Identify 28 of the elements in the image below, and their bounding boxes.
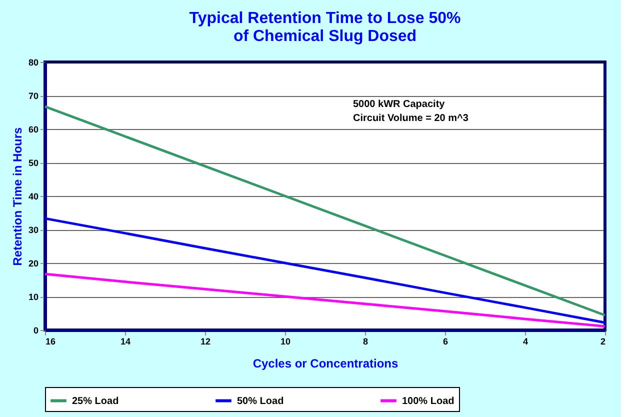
y-tick-label: 20 (28, 258, 38, 268)
x-tick-label: 10 (280, 336, 291, 346)
y-tick-label: 0 (33, 326, 38, 336)
x-tick-label: 16 (46, 336, 56, 346)
legend-label: 100% Load (402, 396, 454, 407)
x-tick-label: 6 (442, 336, 448, 346)
x-tick-label: 4 (522, 336, 528, 346)
x-axis-title: Cycles or Concentrations (252, 356, 399, 370)
annotation: 5000 kWR Capacity (353, 99, 446, 110)
x-tick-label: 14 (120, 336, 131, 346)
y-tick-label: 10 (28, 292, 38, 302)
legend-label: 50% Load (237, 396, 284, 407)
y-tick-label: 40 (28, 192, 38, 202)
x-tick-label: 8 (362, 336, 368, 346)
x-tick-label: 12 (200, 336, 211, 346)
line-series (44, 217, 606, 324)
line-series (44, 272, 606, 328)
text: of Chemical Slug Dosed (233, 28, 417, 45)
x-tick-label: 2 (600, 336, 606, 346)
y-tick-label: 30 (28, 225, 38, 235)
annotation: Circuit Volume = 20 m^3 (353, 113, 469, 124)
y-axis-title: Retention Time in Hours (10, 126, 24, 266)
y-tick-label: 70 (28, 91, 38, 101)
text: Typical Retention Time to Lose 50% (189, 10, 461, 27)
y-tick-label: 50 (28, 158, 38, 168)
legend-label: 25% Load (72, 396, 119, 407)
y-tick-label: 60 (28, 124, 38, 134)
y-tick-label: 80 (28, 58, 38, 68)
